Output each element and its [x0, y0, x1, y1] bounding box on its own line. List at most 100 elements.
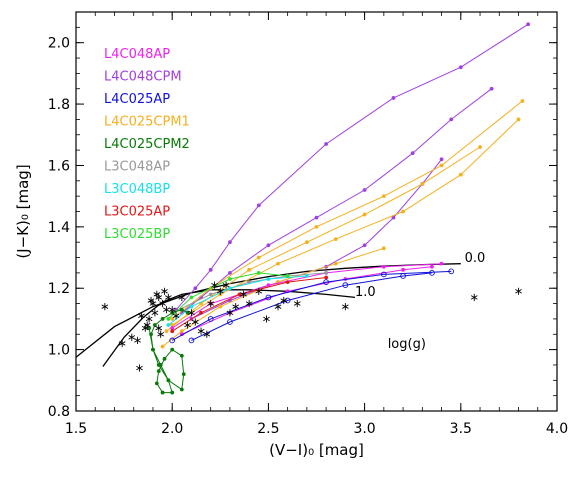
- series-point: [149, 332, 153, 337]
- star-point: [184, 321, 191, 329]
- star-point: [207, 299, 215, 308]
- series-point: [439, 163, 444, 168]
- chart-annotation: 1.0: [355, 285, 376, 300]
- series-point: [160, 344, 165, 349]
- reference-curve: [102, 289, 356, 367]
- series-point: [342, 282, 349, 289]
- star-point: [134, 336, 141, 345]
- star-stroke: [207, 301, 215, 306]
- star-point: [155, 324, 163, 332]
- star-stroke: [515, 289, 522, 294]
- series-point: [193, 286, 198, 291]
- x-axis-label: (V−I)₀ [mag]: [269, 441, 364, 459]
- star-point: [178, 293, 186, 302]
- series-point: [266, 277, 271, 281]
- legend-entry: L3C048AP: [104, 160, 170, 175]
- series-point: [323, 279, 329, 285]
- star-stroke: [184, 322, 191, 328]
- series-line: [148, 309, 188, 394]
- star-stroke: [143, 322, 151, 328]
- star-stroke: [240, 292, 247, 297]
- series-point: [526, 22, 531, 27]
- star-stroke: [232, 304, 240, 309]
- series-point: [179, 387, 184, 392]
- observed-stars: [101, 281, 522, 372]
- star-point: [263, 315, 270, 323]
- model-tracks: [147, 22, 531, 395]
- star-point: [274, 303, 282, 311]
- star-stroke: [161, 289, 168, 294]
- star-point: [151, 309, 159, 317]
- series-point: [430, 264, 434, 269]
- star-point: [211, 281, 218, 289]
- series-point: [478, 145, 482, 149]
- star-stroke: [191, 319, 199, 325]
- series-point: [381, 264, 386, 269]
- star-stroke: [211, 282, 218, 288]
- star-point: [157, 330, 164, 338]
- series-point: [256, 255, 261, 260]
- star-point: [161, 287, 168, 295]
- series-point: [448, 268, 455, 275]
- series-point: [520, 99, 525, 103]
- series-point: [400, 273, 406, 279]
- series-point: [391, 96, 396, 100]
- star-point: [145, 315, 153, 323]
- y-tick-label: 1.4: [48, 220, 70, 236]
- star-point: [143, 321, 151, 329]
- star-point: [155, 293, 163, 302]
- series-point: [458, 65, 463, 70]
- star-point: [101, 303, 109, 311]
- star-stroke: [155, 295, 163, 300]
- legend-entry: L4C025AP: [104, 92, 170, 107]
- x-tick-label: 2.0: [161, 421, 183, 437]
- star-stroke: [172, 313, 180, 319]
- series-point: [304, 240, 309, 245]
- series-point: [218, 304, 223, 309]
- star-stroke: [263, 316, 270, 322]
- star-stroke: [168, 307, 176, 312]
- legend-entry: L4C025CPM1: [104, 115, 190, 130]
- star-stroke: [178, 295, 186, 300]
- star-point: [197, 327, 205, 335]
- series-point: [170, 326, 175, 331]
- series-point: [228, 270, 232, 275]
- series-point: [208, 267, 213, 272]
- star-point: [188, 309, 195, 317]
- legend: L4C048AP L4C048CPM L4C025AP L4C025CPM1 L4C02…: [104, 47, 190, 242]
- y-tick-label: 1.2: [48, 281, 70, 297]
- star-point: [293, 299, 301, 308]
- series-point: [237, 292, 242, 297]
- series-point: [314, 224, 319, 229]
- star-stroke: [165, 295, 172, 300]
- star-stroke: [118, 341, 126, 346]
- star-point: [515, 287, 522, 295]
- star-stroke: [222, 282, 230, 288]
- star-stroke: [151, 310, 159, 315]
- series-point: [265, 294, 272, 301]
- series-point: [207, 316, 214, 322]
- star-stroke: [134, 338, 141, 343]
- star-point: [280, 296, 288, 305]
- series-point: [381, 194, 386, 199]
- series-point: [228, 277, 232, 281]
- series-point: [391, 215, 396, 220]
- series-point: [333, 261, 338, 266]
- series-point: [199, 310, 203, 315]
- series-point: [285, 280, 290, 284]
- series-point: [208, 292, 213, 297]
- series-point: [170, 347, 175, 352]
- series-point: [266, 243, 271, 248]
- series-point: [362, 212, 367, 217]
- series-point: [381, 246, 386, 251]
- series-point: [380, 271, 387, 278]
- series-point: [429, 270, 435, 276]
- star-stroke: [128, 335, 136, 340]
- star-point: [342, 303, 349, 311]
- star-stroke: [145, 316, 153, 322]
- series-point: [324, 275, 329, 280]
- star-stroke: [226, 310, 234, 315]
- star-point: [128, 333, 136, 341]
- star-stroke: [163, 307, 170, 312]
